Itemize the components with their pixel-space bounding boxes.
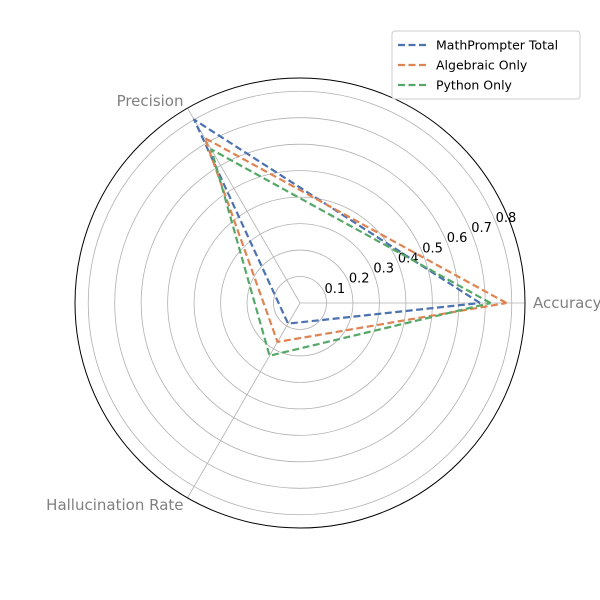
radial-tick-label: 0.4 bbox=[398, 251, 419, 266]
axis-label: Hallucination Rate bbox=[46, 496, 183, 514]
axis-labels: Accuracy Precision Hallucination Rate bbox=[46, 92, 600, 514]
radial-tick-label: 0.8 bbox=[496, 211, 517, 226]
series-line bbox=[210, 148, 492, 357]
outer-frame bbox=[74, 77, 526, 529]
legend: MathPrompter Total Algebraic Only Python O… bbox=[391, 30, 581, 100]
legend-box bbox=[391, 30, 581, 100]
radial-tick-label: 0.7 bbox=[471, 221, 492, 236]
legend-label: Python Only bbox=[436, 78, 513, 93]
series-lines bbox=[193, 118, 507, 357]
axis-label: Accuracy bbox=[533, 294, 600, 312]
radial-tick-label: 0.5 bbox=[422, 241, 443, 256]
axis-spoke bbox=[187, 107, 301, 304]
radial-tick-labels: 0.1 0.20.3 0.40.5 0.60.7 0.8 bbox=[324, 211, 516, 297]
radial-tick-label: 0.1 bbox=[324, 282, 345, 297]
series-line bbox=[203, 136, 507, 344]
radial-tick-label: 0.6 bbox=[447, 231, 468, 246]
axis-label: Precision bbox=[117, 92, 184, 110]
legend-label: MathPrompter Total bbox=[436, 38, 558, 53]
axis-spoke bbox=[187, 302, 301, 499]
radial-tick-label: 0.3 bbox=[373, 262, 394, 277]
legend-label: Algebraic Only bbox=[436, 58, 528, 73]
radial-tick-label: 0.2 bbox=[349, 272, 370, 287]
